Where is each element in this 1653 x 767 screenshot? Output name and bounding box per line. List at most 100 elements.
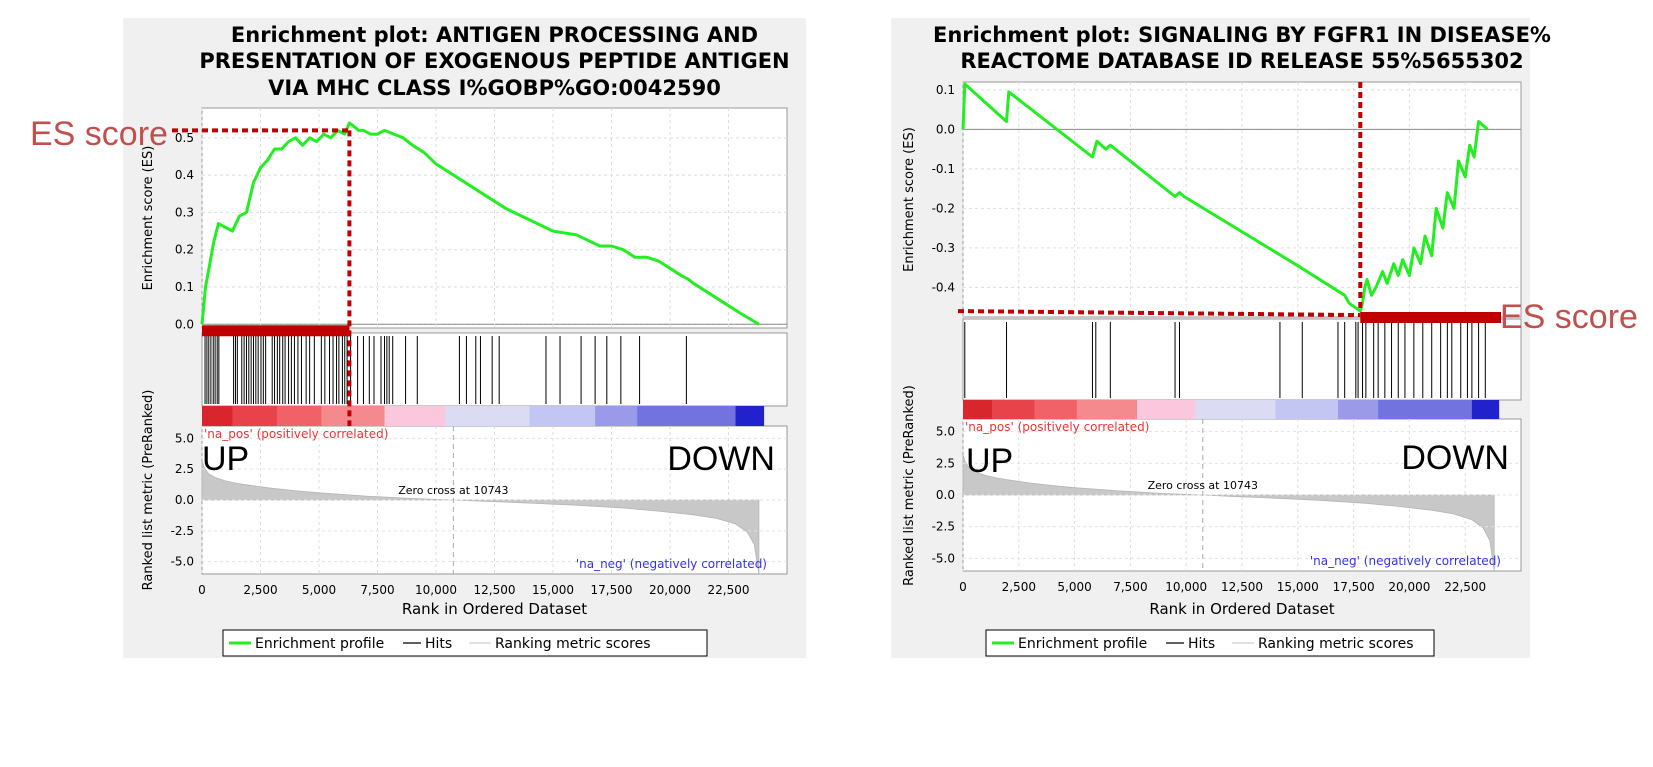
p2-es-score-annotation: ES score (1500, 298, 1638, 336)
p1-colorbar-segment (384, 406, 446, 426)
p1-down-label: DOWN (667, 440, 775, 478)
p2-x-tick-label: 15,000 (1277, 580, 1319, 594)
p1-metric-tick-label: -5.0 (171, 555, 194, 569)
p1-colorbar-segment (595, 406, 638, 426)
p2-colorbar-segment (1076, 400, 1138, 419)
p2-metric-tick-label: -2.5 (932, 520, 955, 534)
p2-colorbar-segment (1137, 400, 1196, 419)
p2-metric-tick-label: -5.0 (932, 551, 955, 565)
p1-es-axis-label: Enrichment score (ES) (141, 146, 156, 291)
p2-colorbar-segment (1378, 400, 1473, 419)
p2-colorbar-segment (1275, 400, 1339, 419)
p2-legend-label-enrichment: Enrichment profile (1018, 636, 1147, 652)
p2-es-tick-label: 0.0 (936, 122, 955, 136)
p2-metric-tick-label: 2.5 (936, 456, 955, 470)
p2-es-tick-label: -0.1 (932, 162, 955, 176)
p1-zero-cross-label: Zero cross at 10743 (398, 484, 508, 497)
p2-x-tick-label: 0 (959, 580, 967, 594)
p1-metric-tick-label: 5.0 (175, 431, 194, 445)
p2-colorbar-segment (1471, 400, 1500, 419)
p1-es-tick-label: 0.4 (175, 168, 194, 182)
p1-positive-correlation-label: 'na_pos' (positively correlated) (204, 427, 388, 441)
p2-es-tick-label: -0.3 (932, 241, 955, 255)
p1-x-tick-label: 17,500 (591, 583, 633, 597)
p2-x-tick-label: 2,500 (1002, 580, 1036, 594)
p1-metric-tick-label: 2.5 (175, 462, 194, 476)
p2-colorbar-segment (1034, 400, 1078, 419)
p2-x-tick-label: 12,500 (1221, 580, 1263, 594)
p2-x-tick-label: 5,000 (1057, 580, 1091, 594)
p1-x-axis-label: Rank in Ordered Dataset (402, 600, 587, 618)
p1-x-tick-label: 15,000 (532, 583, 574, 597)
p2-positive-correlation-label: 'na_pos' (positively correlated) (965, 420, 1149, 434)
p1-es-tick-label: 0.1 (175, 280, 194, 294)
p2-es-score-horizontal-guide (957, 309, 1361, 318)
p1-x-tick-label: 20,000 (649, 583, 691, 597)
p2-zero-cross-label: Zero cross at 10743 (1148, 479, 1258, 492)
p1-colorbar-segment (637, 406, 737, 426)
p1-hits-area (201, 332, 788, 407)
p1-x-tick-label: 12,500 (474, 583, 516, 597)
p1-chart-title-line-3: VIA MHC CLASS I%GOBP%GO:0042590 (268, 76, 721, 100)
p2-es-tick-label: -0.2 (932, 201, 955, 215)
p1-metric-tick-label: 0.0 (175, 493, 194, 507)
p2-metric-tick-label: 0.0 (936, 488, 955, 502)
p2-metric-tick-label: 5.0 (936, 425, 955, 439)
p2-es-tick-label: -0.4 (932, 280, 955, 294)
p2-legend-label-metric: Ranking metric scores (1258, 636, 1414, 652)
p1-es-tick-label: 0.5 (175, 131, 194, 145)
p1-legend-label-enrichment: Enrichment profile (255, 636, 384, 652)
p1-x-tick-label: 0 (198, 583, 206, 597)
p2-colorbar-segment (1337, 400, 1379, 419)
p1-leading-edge-bar (202, 325, 350, 337)
p1-up-label: UP (202, 440, 249, 478)
p1-x-tick-label: 10,000 (415, 583, 457, 597)
p1-colorbar-segment (276, 406, 322, 426)
p1-metric-axis-label: Ranked list metric (PreRanked) (141, 390, 156, 591)
p2-down-label: DOWN (1401, 439, 1509, 477)
p2-es-tick-label: 0.1 (936, 83, 955, 97)
p1-colorbar-segment (202, 406, 233, 426)
p1-es-tick-label: 0.3 (175, 205, 194, 219)
p1-es-tick-label: 0.2 (175, 243, 194, 257)
p2-x-tick-label: 7,500 (1113, 580, 1147, 594)
p1-es-tick-label: 0.0 (175, 317, 194, 331)
p1-chart-title-line-2: PRESENTATION OF EXOGENOUS PEPTIDE ANTIGE… (199, 49, 789, 73)
p1-x-tick-label: 22,500 (708, 583, 750, 597)
p2-es-plot-area (962, 81, 1522, 318)
p1-chart-title-line-1: Enrichment plot: ANTIGEN PROCESSING AND (231, 23, 758, 47)
p1-legend-label-metric: Ranking metric scores (495, 636, 651, 652)
p2-colorbar-segment (992, 400, 1035, 419)
p1-colorbar-segment (735, 406, 765, 426)
p2-up-label: UP (966, 442, 1013, 480)
p1-metric-tick-label: -2.5 (171, 524, 194, 538)
p1-legend-label-hits: Hits (425, 636, 452, 652)
p2-chart-title-line-1: Enrichment plot: SIGNALING BY FGFR1 IN D… (933, 23, 1551, 47)
p1-x-tick-label: 7,500 (360, 583, 394, 597)
p1-ranking-metric-area (201, 460, 760, 575)
p1-enrichment-profile-line (200, 121, 760, 326)
p1-x-tick-label: 5,000 (302, 583, 336, 597)
p1-colorbar-segment (445, 406, 531, 426)
p2-ranking-metric-area (962, 454, 1495, 572)
p2-legend-box (985, 629, 1435, 657)
chart-panel-2: Enrichment plot: SIGNALING BY FGFR1 IN D… (891, 18, 1638, 658)
p1-legend-box (222, 629, 708, 657)
p1-negative-correlation-label: 'na_neg' (negatively correlated) (576, 557, 767, 571)
p2-negative-correlation-label: 'na_neg' (negatively correlated) (1310, 554, 1501, 568)
p2-x-tick-label: 22,500 (1444, 580, 1486, 594)
p1-colorbar-segment (232, 406, 278, 426)
p2-x-tick-label: 10,000 (1165, 580, 1207, 594)
p2-hits-area (962, 318, 1522, 401)
p1-colorbar-segment (529, 406, 596, 426)
p2-x-tick-label: 17,500 (1333, 580, 1375, 594)
p1-x-tick-label: 2,500 (243, 583, 277, 597)
p2-leading-edge-bar (1360, 312, 1501, 323)
p2-enrichment-profile-line (961, 82, 1489, 313)
p2-x-tick-label: 20,000 (1388, 580, 1430, 594)
p2-colorbar-segment (963, 400, 993, 419)
p2-es-axis-label: Enrichment score (ES) (902, 127, 917, 272)
chart-panel-1: Enrichment plot: ANTIGEN PROCESSING ANDP… (30, 18, 806, 658)
